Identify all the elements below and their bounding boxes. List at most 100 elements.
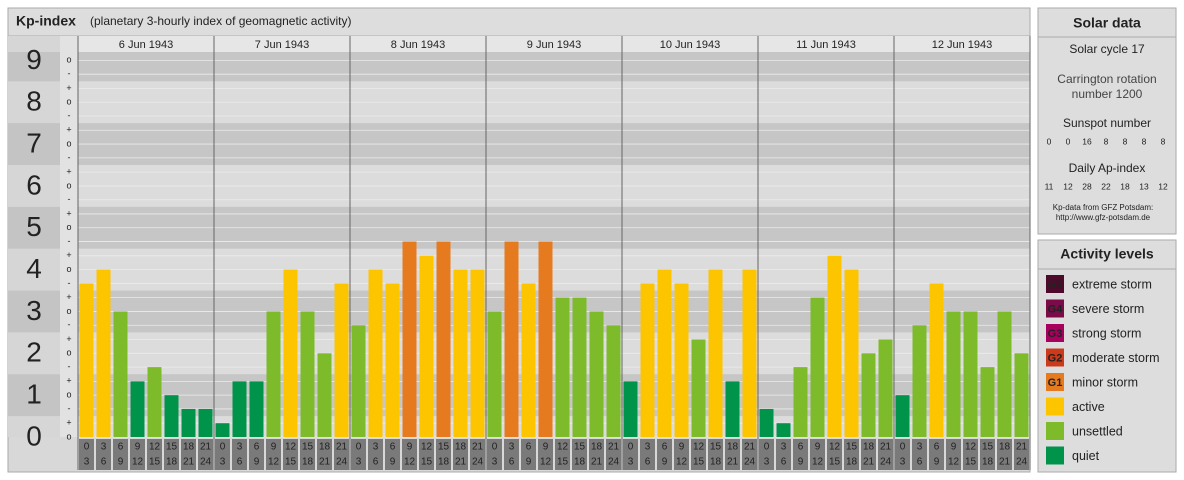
interval-end: 6 (645, 457, 651, 468)
interval-end: 6 (373, 457, 379, 468)
interval-start: 15 (166, 442, 178, 453)
interval-box (317, 439, 332, 470)
interval-start: 15 (846, 442, 858, 453)
bar (487, 311, 502, 437)
sunspot-value: 0 (1047, 136, 1052, 146)
date-label: 7 Jun 1943 (255, 39, 309, 51)
minor-tick-label: - (68, 152, 71, 162)
bar (521, 283, 536, 437)
bar (317, 353, 332, 437)
y-tick-label: 8 (26, 86, 42, 117)
interval-end: 9 (934, 457, 940, 468)
bar (283, 269, 298, 437)
sunspot-value: 8 (1104, 136, 1109, 146)
minor-tick-label: + (66, 83, 71, 93)
sunspot-title: Sunspot number (1063, 116, 1151, 130)
legend-label: severe storm (1072, 302, 1144, 316)
interval-start: 9 (271, 442, 277, 453)
interval-start: 18 (591, 442, 603, 453)
bar (96, 269, 111, 437)
interval-box (725, 439, 740, 470)
bar (402, 241, 417, 437)
interval-end: 3 (356, 457, 362, 468)
interval-start: 18 (319, 442, 331, 453)
bar (249, 381, 264, 437)
interval-box (827, 439, 842, 470)
solar-cycle: Solar cycle 17 (1069, 42, 1145, 56)
minor-tick-label: + (66, 125, 71, 135)
interval-end: 18 (982, 457, 994, 468)
interval-end: 3 (492, 457, 498, 468)
interval-box (266, 439, 281, 470)
legend-label: moderate storm (1072, 351, 1160, 365)
bar (334, 283, 349, 437)
interval-start: 12 (285, 442, 297, 453)
interval-end: 24 (608, 457, 620, 468)
interval-box (657, 439, 672, 470)
interval-start: 0 (628, 442, 634, 453)
bar (1014, 353, 1029, 437)
legend-swatch (1046, 299, 1064, 318)
interval-start: 12 (421, 442, 433, 453)
interval-start: 12 (965, 442, 977, 453)
minor-tick-label: o (66, 222, 71, 232)
bar (419, 255, 434, 437)
interval-start: 6 (526, 442, 532, 453)
interval-end: 18 (710, 457, 722, 468)
interval-end: 3 (764, 457, 770, 468)
interval-start: 21 (336, 442, 348, 453)
bar (912, 325, 927, 437)
interval-end: 9 (118, 457, 124, 468)
interval-box (963, 439, 978, 470)
interval-end: 18 (846, 457, 858, 468)
interval-box (79, 439, 94, 470)
minor-tick-label: o (66, 180, 71, 190)
date-label: 11 Jun 1943 (796, 39, 856, 51)
interval-box (419, 439, 434, 470)
interval-start: 9 (679, 442, 685, 453)
bar (589, 311, 604, 437)
interval-start: 0 (84, 442, 90, 453)
interval-box (334, 439, 349, 470)
interval-start: 21 (1016, 442, 1028, 453)
minor-tick-label: - (68, 278, 71, 288)
interval-end: 9 (390, 457, 396, 468)
date-label: 12 Jun 1943 (932, 39, 993, 51)
interval-end: 21 (591, 457, 603, 468)
bar (674, 283, 689, 437)
interval-box (538, 439, 553, 470)
interval-start: 18 (183, 442, 195, 453)
interval-box (946, 439, 961, 470)
ap-value: 22 (1101, 181, 1111, 191)
bar (963, 311, 978, 437)
interval-box (487, 439, 502, 470)
interval-end: 6 (237, 457, 243, 468)
interval-end: 21 (863, 457, 875, 468)
interval-end: 12 (404, 457, 416, 468)
legend-swatch (1046, 324, 1064, 342)
bar (453, 269, 468, 437)
bar (181, 408, 196, 437)
minor-tick-label: o (66, 55, 71, 65)
interval-end: 6 (101, 457, 107, 468)
rotation-box: Carrington rotation number 1200 (1057, 72, 1156, 101)
bar (232, 381, 247, 437)
interval-end: 18 (166, 457, 178, 468)
legend-badge: G1 (1048, 377, 1063, 389)
minor-tick-label: o (66, 431, 71, 441)
interval-box (708, 439, 723, 470)
interval-start: 0 (764, 442, 770, 453)
interval-box (113, 439, 128, 470)
interval-box (861, 439, 876, 470)
interval-start: 3 (101, 442, 107, 453)
bar (810, 297, 825, 437)
minor-tick-label: - (68, 403, 71, 413)
interval-box (844, 439, 859, 470)
interval-box (980, 439, 995, 470)
interval-end: 3 (84, 457, 90, 468)
interval-end: 6 (917, 457, 923, 468)
bar (606, 325, 621, 437)
legend-label: strong storm (1072, 326, 1141, 340)
legend-label: unsettled (1072, 424, 1123, 438)
